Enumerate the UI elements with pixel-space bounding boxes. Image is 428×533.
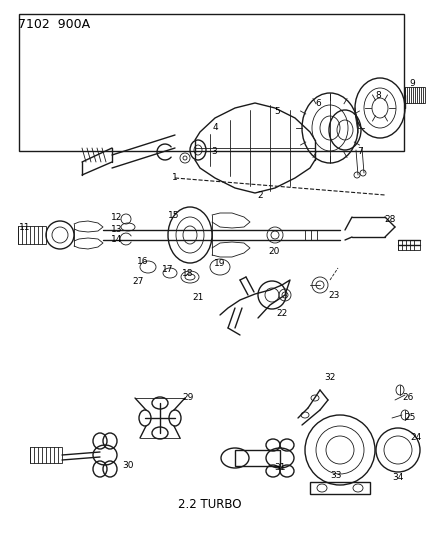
Text: 1: 1	[172, 174, 178, 182]
Text: 23: 23	[328, 292, 340, 301]
Bar	[310, 482, 370, 494]
Text: 11: 11	[19, 222, 31, 231]
Text: 9: 9	[409, 78, 415, 87]
Text: 13: 13	[111, 224, 123, 233]
Text: 7: 7	[357, 148, 363, 157]
Bar	[235, 450, 280, 466]
Text: 14: 14	[111, 236, 123, 245]
Text: 12: 12	[111, 214, 123, 222]
Text: 16: 16	[137, 257, 149, 266]
Bar	[30, 447, 62, 463]
Text: 3: 3	[211, 148, 217, 157]
Bar	[18, 226, 46, 244]
Text: 17: 17	[162, 265, 174, 274]
Text: 21: 21	[192, 294, 204, 303]
Text: 2: 2	[257, 190, 263, 199]
Text: 2.2 TURBO: 2.2 TURBO	[178, 498, 242, 512]
Text: 20: 20	[268, 247, 279, 256]
Text: 25: 25	[404, 414, 416, 423]
Text: 22: 22	[276, 310, 288, 319]
Text: 18: 18	[182, 269, 194, 278]
Text: 27: 27	[132, 278, 144, 287]
Text: 6: 6	[315, 99, 321, 108]
Text: 5: 5	[274, 108, 280, 117]
Text: 24: 24	[410, 433, 422, 442]
Text: 30: 30	[122, 461, 134, 470]
Text: 15: 15	[168, 211, 180, 220]
Text: 32: 32	[324, 374, 336, 383]
Text: 31: 31	[274, 464, 286, 472]
Text: 4: 4	[212, 124, 218, 133]
Bar	[398, 240, 420, 250]
Bar	[405, 87, 425, 103]
Bar	[19, 14, 404, 151]
Text: 7102  900A: 7102 900A	[18, 18, 90, 31]
Text: 34: 34	[392, 473, 404, 482]
Text: 33: 33	[330, 471, 342, 480]
Text: 26: 26	[402, 393, 414, 402]
Text: 28: 28	[384, 215, 396, 224]
Text: 19: 19	[214, 260, 226, 269]
Text: 29: 29	[182, 393, 194, 402]
Text: 8: 8	[375, 91, 381, 100]
